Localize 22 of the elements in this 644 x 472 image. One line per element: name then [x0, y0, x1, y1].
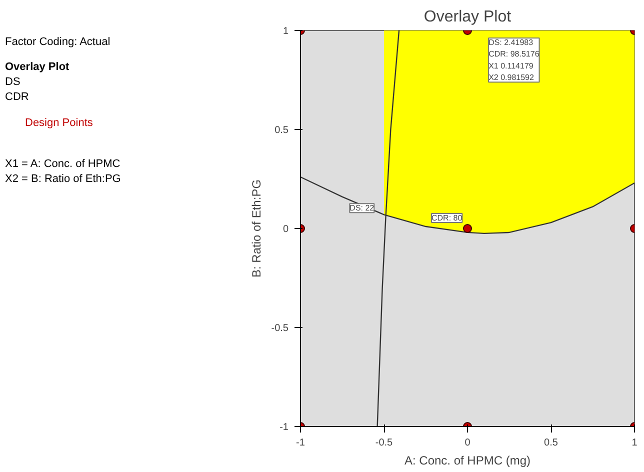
- y-tick-label: 0.5: [274, 125, 289, 136]
- text: X1 = A: Conc. of HPMC: [5, 157, 121, 172]
- text: Design Points: [25, 117, 93, 129]
- chart-title: Overlay Plot: [424, 8, 512, 26]
- x-tick-label: 0.5: [544, 438, 558, 448]
- text: DS: [5, 75, 22, 90]
- y-tick-label: -0.5: [271, 323, 289, 334]
- y-axis-title: B: Ratio of Eth:PG: [249, 179, 264, 278]
- text: Factor Coding: Actual: [5, 35, 110, 50]
- annotation: DS: 2.41983 CDR: 98.5176 X1 0.114179 X2 0.981592: [488, 38, 540, 82]
- text: X2 = B: Ratio of Eth:PG: [5, 172, 121, 187]
- x-tick-label: -0.5: [375, 438, 394, 448]
- x-tick-label: 1: [632, 438, 638, 448]
- y-tick-label: 0: [282, 224, 289, 235]
- x-axis-title: A: Conc. of HPMC (mg): [404, 454, 531, 468]
- text: Overlay Plot: [5, 60, 70, 75]
- y-tick-label: -1: [280, 422, 289, 433]
- x-tick-label: -1: [296, 438, 306, 448]
- x-tick-label: 0: [464, 438, 471, 448]
- annotation: DS: 22: [350, 204, 375, 213]
- y-tick-label: 1: [282, 26, 289, 37]
- text: CDR: [5, 90, 30, 105]
